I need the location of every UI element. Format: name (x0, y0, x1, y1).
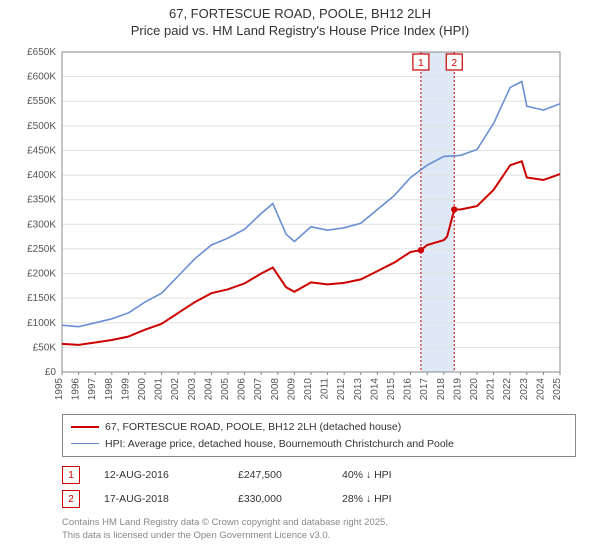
sale-delta: 40% ↓ HPI (342, 469, 392, 481)
svg-text:£250K: £250K (27, 244, 56, 255)
svg-text:2001: 2001 (154, 377, 165, 400)
sales-table: 1 12-AUG-2016 £247,500 40% ↓ HPI 2 17-AU… (62, 463, 576, 511)
svg-text:£0: £0 (45, 367, 57, 378)
svg-text:2006: 2006 (237, 377, 248, 400)
svg-text:£150K: £150K (27, 293, 56, 304)
svg-text:2016: 2016 (403, 377, 414, 400)
svg-text:£650K: £650K (27, 47, 56, 58)
svg-text:2014: 2014 (369, 377, 380, 400)
svg-text:£100K: £100K (27, 318, 56, 329)
svg-text:2021: 2021 (486, 377, 497, 400)
legend-item-price-paid: 67, FORTESCUE ROAD, POOLE, BH12 2LH (det… (71, 419, 567, 436)
sale-date: 12-AUG-2016 (104, 469, 214, 481)
svg-text:£200K: £200K (27, 268, 56, 279)
footer-copyright: Contains HM Land Registry data © Crown c… (62, 517, 576, 530)
svg-text:2022: 2022 (502, 377, 513, 400)
title-address: 67, FORTESCUE ROAD, POOLE, BH12 2LH (0, 6, 600, 23)
svg-text:2013: 2013 (353, 377, 364, 400)
svg-text:2011: 2011 (320, 377, 331, 399)
footer: Contains HM Land Registry data © Crown c… (62, 517, 576, 543)
sale-marker-1: 1 (62, 466, 80, 484)
svg-text:£600K: £600K (27, 71, 56, 82)
svg-text:1: 1 (418, 58, 424, 69)
svg-text:1999: 1999 (120, 377, 131, 400)
legend-swatch-blue (71, 443, 99, 444)
svg-text:£400K: £400K (27, 170, 56, 181)
svg-text:2009: 2009 (286, 377, 297, 400)
svg-text:2010: 2010 (303, 377, 314, 400)
table-row: 1 12-AUG-2016 £247,500 40% ↓ HPI (62, 463, 576, 487)
svg-text:2023: 2023 (519, 377, 530, 400)
footer-licence: This data is licensed under the Open Gov… (62, 530, 576, 543)
legend: 67, FORTESCUE ROAD, POOLE, BH12 2LH (det… (62, 414, 576, 458)
legend-label: 67, FORTESCUE ROAD, POOLE, BH12 2LH (det… (105, 419, 401, 436)
svg-text:2005: 2005 (220, 377, 231, 400)
svg-text:2017: 2017 (419, 377, 430, 400)
svg-text:2: 2 (451, 58, 457, 69)
svg-text:2000: 2000 (137, 377, 148, 400)
svg-text:2007: 2007 (253, 377, 264, 400)
svg-text:2004: 2004 (203, 377, 214, 400)
svg-text:1996: 1996 (71, 377, 82, 400)
chart-title: 67, FORTESCUE ROAD, POOLE, BH12 2LH Pric… (0, 0, 600, 40)
svg-text:£450K: £450K (27, 145, 56, 156)
svg-text:2019: 2019 (452, 377, 463, 400)
svg-text:£500K: £500K (27, 121, 56, 132)
sale-price: £330,000 (238, 493, 318, 505)
svg-text:1995: 1995 (54, 377, 65, 400)
legend-item-hpi: HPI: Average price, detached house, Bour… (71, 436, 567, 453)
svg-text:£300K: £300K (27, 219, 56, 230)
table-row: 2 17-AUG-2018 £330,000 28% ↓ HPI (62, 487, 576, 511)
chart-svg: £0 £50K £100K £150K £200K £250K £300K £350K £400… (8, 46, 568, 406)
svg-text:2003: 2003 (187, 377, 198, 400)
svg-text:2008: 2008 (270, 377, 281, 400)
sale-date: 17-AUG-2018 (104, 493, 214, 505)
legend-label: HPI: Average price, detached house, Bour… (105, 436, 454, 453)
svg-text:1997: 1997 (87, 377, 98, 400)
svg-text:£550K: £550K (27, 96, 56, 107)
price-chart: £0 £50K £100K £150K £200K £250K £300K £350K £400… (8, 46, 568, 406)
legend-swatch-red (71, 426, 99, 428)
svg-text:1998: 1998 (104, 377, 115, 400)
svg-text:2002: 2002 (170, 377, 181, 400)
sale-price: £247,500 (238, 469, 318, 481)
svg-text:2025: 2025 (552, 377, 563, 400)
title-subtitle: Price paid vs. HM Land Registry's House … (0, 23, 600, 40)
sale-marker-2: 2 (62, 490, 80, 508)
sale-delta: 28% ↓ HPI (342, 493, 392, 505)
svg-text:2018: 2018 (436, 377, 447, 400)
svg-text:2015: 2015 (386, 377, 397, 400)
svg-text:2020: 2020 (469, 377, 480, 400)
svg-text:£350K: £350K (27, 194, 56, 205)
svg-text:£50K: £50K (33, 342, 57, 353)
svg-text:2024: 2024 (535, 377, 546, 400)
svg-text:2012: 2012 (336, 377, 347, 400)
